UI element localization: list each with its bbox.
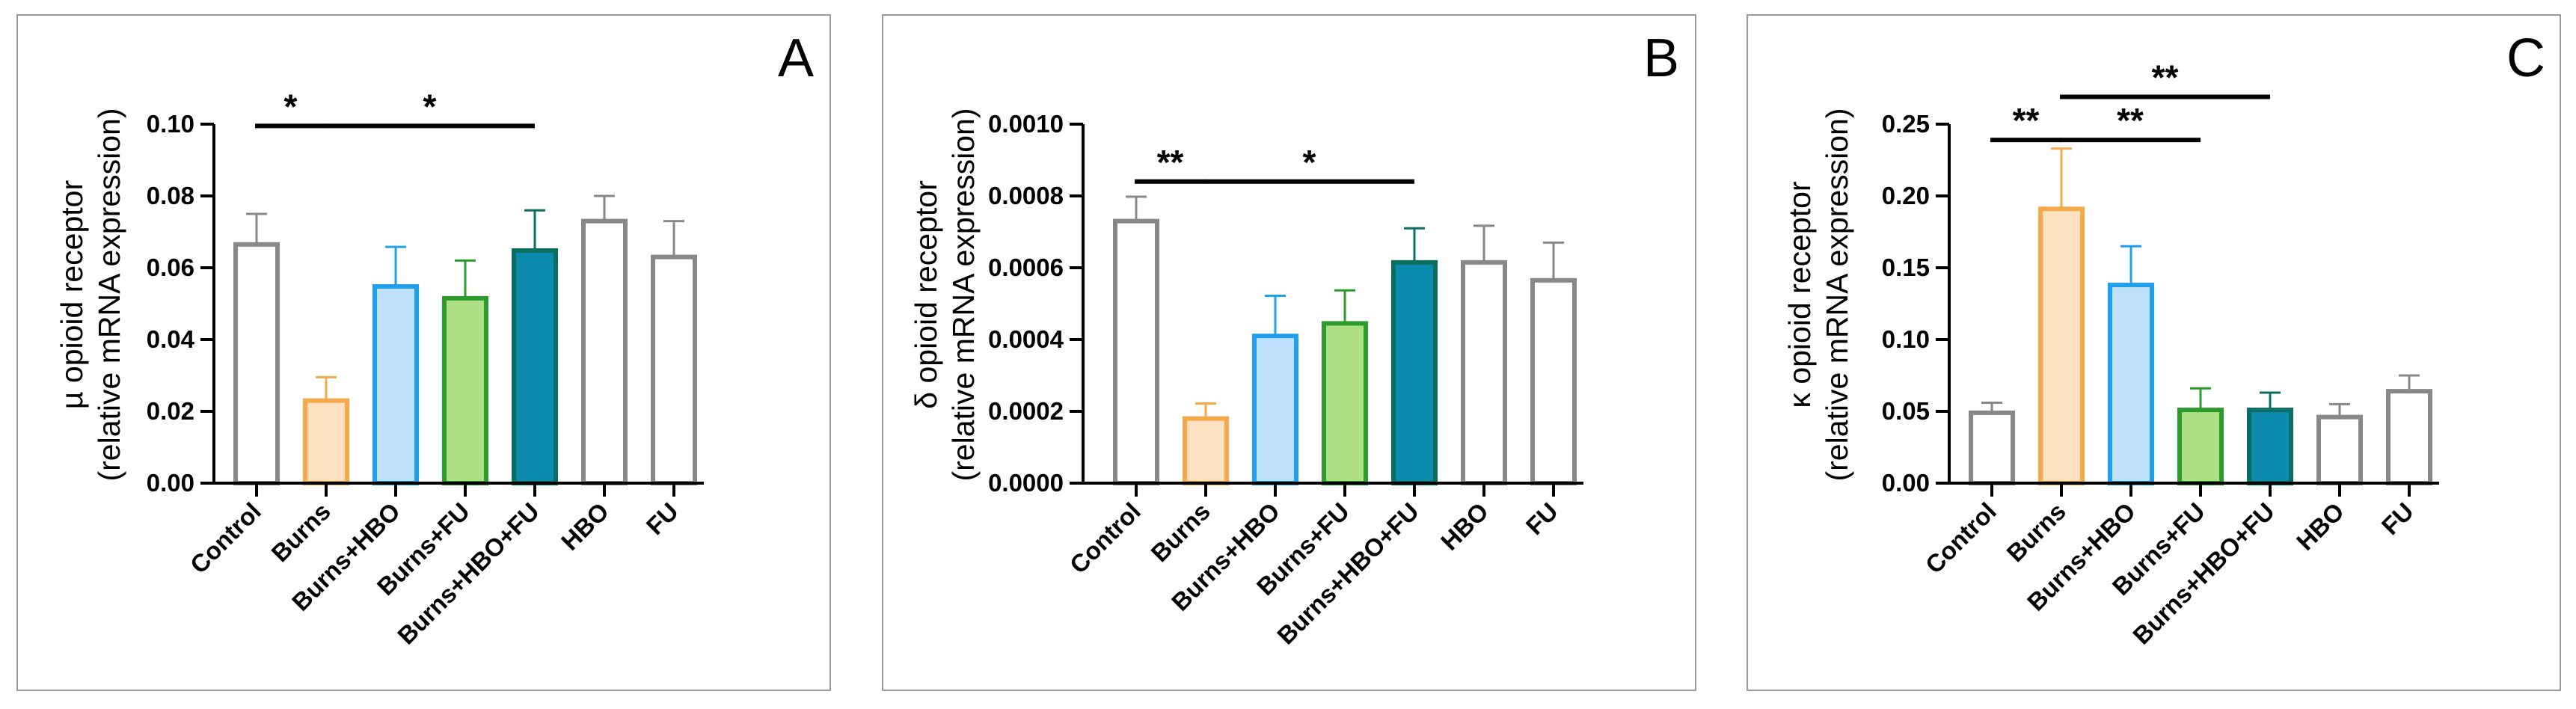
- panel-a-y-tick-label-0: 0.00: [147, 469, 194, 497]
- panel-b-bar-2: [1252, 334, 1298, 486]
- panel-b-y-tick-label-0: 0.0000: [988, 469, 1064, 497]
- panel-b-y-tick-label-1: 0.0002: [988, 397, 1064, 425]
- panel-a-bar-3: [442, 295, 488, 485]
- panel-c-y-tick-label-2: 0.10: [1882, 325, 1930, 353]
- panel-b-y-tick-label-2: 0.0004: [988, 325, 1064, 353]
- panel-c-yaxis: 0.00 0.05 0.10 0.15 0.20 0.25: [1882, 110, 1951, 497]
- panel-a-bar-4: [512, 248, 558, 485]
- panel-c-bar-2: [2108, 283, 2154, 485]
- panel-c-bar-6: [2386, 389, 2432, 485]
- panel-c-y-tick-label-3: 0.15: [1882, 254, 1930, 281]
- panel-a-significance-label-1: *: [423, 87, 437, 126]
- panel-b-y-tick-label-4: 0.0008: [988, 182, 1064, 209]
- panel-b-bar-6: [1530, 277, 1577, 485]
- panel-b-ylabel-line-1: δ opioid receptor: [909, 180, 943, 408]
- panel-b-significance-label-1: *: [1303, 143, 1316, 182]
- panel-c-y-tick-label-1: 0.05: [1882, 397, 1930, 425]
- panel-a-bar-5: [581, 218, 628, 485]
- panel-c-significance-label-2: **: [2152, 58, 2179, 97]
- panel-a-y-tick-label-2: 0.04: [147, 325, 195, 353]
- panel-b: B δ opioid receptor (relative mRNA expre…: [882, 14, 1696, 691]
- panel-c-ylabel-line-2: (relative mRNA expression): [1820, 108, 1854, 482]
- panel-c-bar-0: [1969, 410, 2015, 485]
- panel-b-y-tick-label-5: 0.0010: [988, 110, 1064, 138]
- panel-a-y-tick-label-5: 0.10: [147, 110, 194, 138]
- panel-a: A µ opioid receptor (relative mRNA expre…: [16, 14, 831, 691]
- panel-a-errorbars: [246, 194, 684, 401]
- panel-b-bar-5: [1461, 260, 1507, 485]
- panel-a-letter: A: [778, 28, 814, 88]
- panel-c-bar-4: [2247, 408, 2293, 486]
- panel-a-y-tick-label-3: 0.06: [147, 254, 194, 281]
- panel-b-yaxis: 0.0000 0.0002 0.0004 0.0006 0.0008 0.0010: [988, 110, 1085, 497]
- panel-b-ylabel-line-2: (relative mRNA expression): [946, 108, 981, 482]
- panel-a-y-tick-label-1: 0.02: [147, 397, 194, 425]
- panel-a-ylabel-line-2: (relative mRNA expression): [92, 108, 126, 482]
- panel-b-bar-3: [1322, 321, 1368, 485]
- panel-b-significance-label-0: **: [1157, 143, 1184, 182]
- panel-c-significance-label-0: **: [2013, 101, 2040, 140]
- panel-c-y-tick-label-0: 0.00: [1882, 469, 1930, 497]
- panel-a-significance-label-0: *: [284, 87, 298, 126]
- panel-c-significance-label-1: **: [2117, 101, 2144, 140]
- panel-a-bar-6: [651, 254, 697, 485]
- panel-c-y-tick-label-5: 0.25: [1882, 110, 1930, 138]
- panel-a-y-tick-label-4: 0.08: [147, 182, 194, 209]
- panel-b-bar-1: [1183, 416, 1229, 485]
- panel-b-errorbars: [1126, 195, 1564, 419]
- panel-c-significance: ** ****: [1990, 58, 2270, 143]
- panel-c-bar-3: [2177, 408, 2224, 486]
- panel-c-letter: C: [2506, 28, 2545, 88]
- panel-a-bar-2: [372, 283, 419, 485]
- panel-b-y-tick-label-3: 0.0006: [988, 254, 1064, 281]
- panel-c-bar-1: [2038, 206, 2085, 485]
- panel-b-significance: ** *: [1135, 143, 1414, 184]
- panel-c-ylabel-line-1: κ opioid receptor: [1782, 181, 1817, 408]
- panel-a-significance: * *: [255, 87, 535, 129]
- panel-c-bar-5: [2316, 414, 2363, 485]
- panel-a-bar-1: [303, 398, 349, 485]
- panel-a-ylabel-line-1: µ opioid receptor: [55, 180, 89, 409]
- panel-a-yaxis: 0.00 0.02 0.04 0.06 0.08 0.10: [147, 110, 215, 497]
- panel-c-errorbars: [1981, 147, 2420, 417]
- panel-b-bar-4: [1391, 260, 1438, 485]
- panel-b-bar-0: [1113, 218, 1159, 485]
- panel-c-y-tick-label-4: 0.20: [1882, 182, 1930, 209]
- panel-a-bar-0: [233, 242, 280, 485]
- panel-b-letter: B: [1643, 28, 1679, 88]
- panel-c: C κ opioid receptor (relative mRNA expre…: [1747, 14, 2561, 691]
